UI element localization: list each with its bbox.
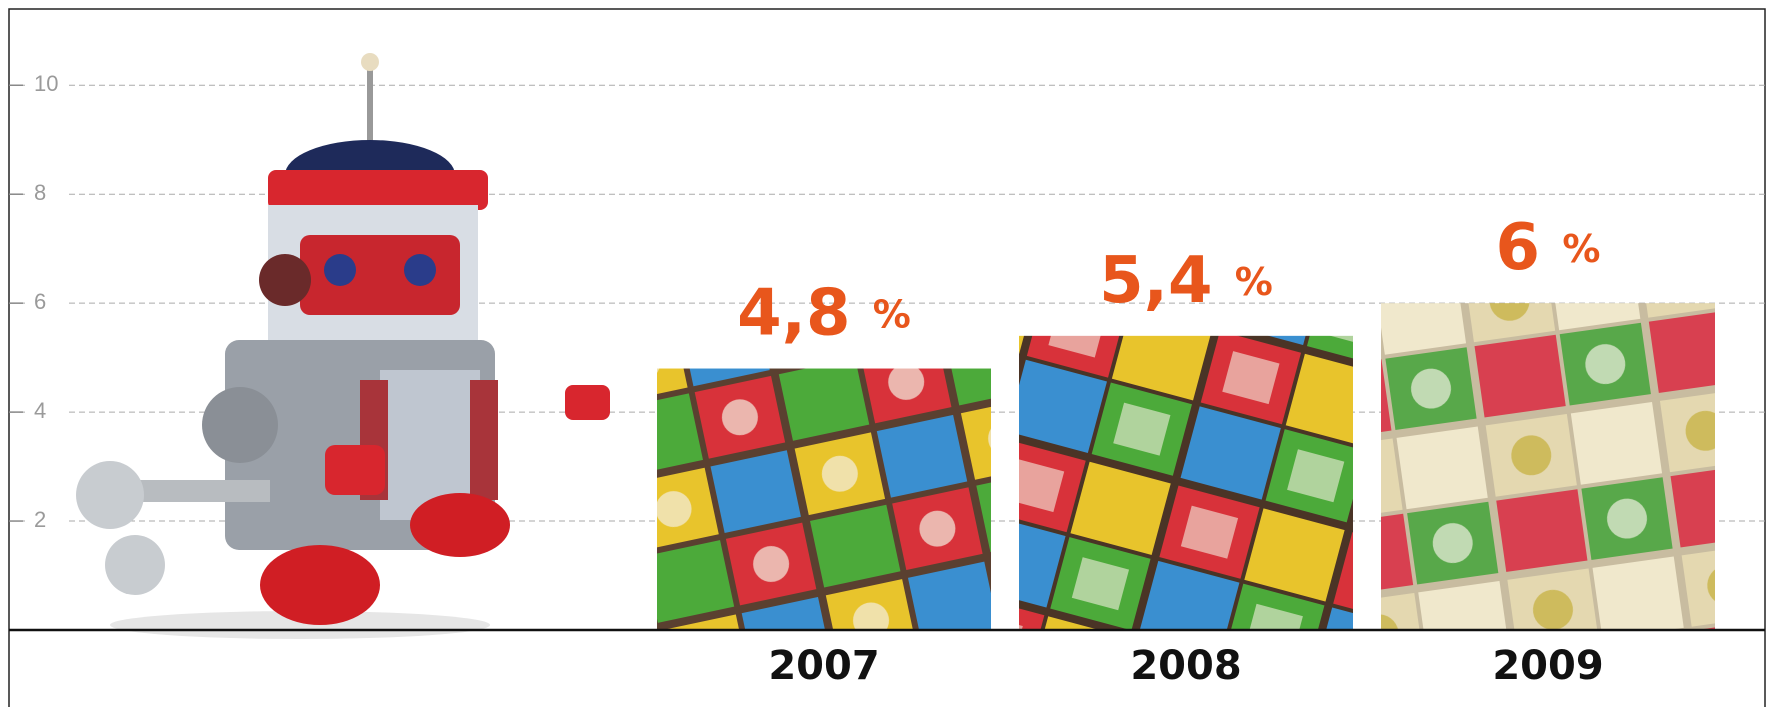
x-tick-label: 2008 bbox=[1130, 643, 1241, 689]
chart: 2 4 6 8 10 2007 4,8 % 2008 5,4 % 2009 6 % bbox=[0, 0, 1773, 707]
y-tick-label: 4 bbox=[34, 398, 46, 423]
y-tick-label: 6 bbox=[34, 289, 46, 314]
bar bbox=[657, 369, 991, 630]
value-label: 5,4 % bbox=[1099, 243, 1273, 317]
x-tick-label: 2009 bbox=[1492, 643, 1603, 689]
robot-illustration bbox=[76, 53, 610, 639]
bar bbox=[1019, 336, 1353, 630]
y-tick-label: 2 bbox=[34, 507, 46, 532]
value-label: 6 % bbox=[1496, 211, 1601, 285]
y-tick-label: 10 bbox=[34, 71, 58, 96]
value-label: 4,8 % bbox=[737, 276, 911, 350]
bar bbox=[1381, 303, 1715, 630]
bars bbox=[657, 303, 1715, 630]
y-tick-label: 8 bbox=[34, 180, 46, 205]
x-tick-label: 2007 bbox=[768, 643, 879, 689]
